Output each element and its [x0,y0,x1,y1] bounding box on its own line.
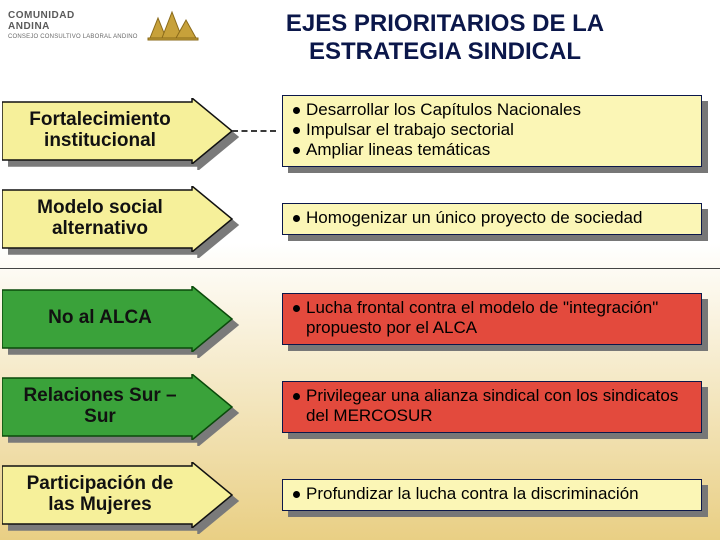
row-no-al-alca: No al ALCA Lucha frontal contra el modelo… [0,280,720,358]
bullets-box-no-al-alca: Lucha frontal contra el modelo de "integ… [282,293,702,345]
arrow-label-modelo-social: Modelo social alternativo [10,186,190,252]
bullet-item: Lucha frontal contra el modelo de "integ… [293,298,691,338]
bullet-item: Profundizar la lucha contra la discrimin… [293,484,691,504]
org-line1: COMUNIDAD [8,10,138,21]
arrow-label-no-al-alca: No al ALCA [10,286,190,352]
org-text: COMUNIDAD ANDINA CONSEJO CONSULTIVO LABO… [8,10,138,41]
bullet-text: Lucha frontal contra el modelo de "integ… [306,298,691,338]
arrow-label-fortalecimiento: Fortalecimiento institucional [10,98,190,164]
bullet-dot-icon [293,491,300,498]
bullet-dot-icon [293,147,300,154]
bullet-dot-icon [293,393,300,400]
section-divider [0,268,720,269]
arrow-no-al-alca: No al ALCA [2,286,234,352]
title-line2: ESTRATEGIA SINDICAL [309,38,581,65]
connector-line [232,130,276,132]
bullet-item: Ampliar lineas temáticas [293,140,691,160]
bullet-dot-icon [293,127,300,134]
bullet-text: Desarrollar los Capítulos Nacionales [306,100,691,120]
bullets-box-fortalecimiento: Desarrollar los Capítulos NacionalesImpu… [282,95,702,167]
bullet-item: Desarrollar los Capítulos Nacionales [293,100,691,120]
rows-container: Fortalecimiento institucional Desarrollar… [0,92,720,534]
row-fortalecimiento: Fortalecimiento institucional Desarrollar… [0,92,720,170]
arrow-sur-sur: Relaciones Sur – Sur [2,374,234,440]
slide-title: EJES PRIORITARIOS DE LA ESTRATEGIA SINDI… [200,10,690,65]
row-mujeres: Participación de las Mujeres Profundizar … [0,456,720,534]
bullet-dot-icon [293,107,300,114]
bullets-box-modelo-social: Homogenizar un único proyecto de socieda… [282,203,702,235]
title-line1: EJES PRIORITARIOS DE LA [286,10,604,37]
bullet-text: Profundizar la lucha contra la discrimin… [306,484,691,504]
bullet-item: Impulsar el trabajo sectorial [293,120,691,140]
bullet-item: Homogenizar un único proyecto de socieda… [293,208,691,228]
bullets-box-sur-sur: Privilegear una alianza sindical con los… [282,381,702,433]
arrow-modelo-social: Modelo social alternativo [2,186,234,252]
bullet-text: Privilegear una alianza sindical con los… [306,386,691,426]
bullet-item: Privilegear una alianza sindical con los… [293,386,691,426]
bullet-dot-icon [293,215,300,222]
row-sur-sur: Relaciones Sur – Sur Privilegear una alia… [0,368,720,446]
arrow-fortalecimiento: Fortalecimiento institucional [2,98,234,164]
arrow-label-mujeres: Participación de las Mujeres [10,462,190,528]
bullet-text: Homogenizar un único proyecto de socieda… [306,208,691,228]
org-sub: CONSEJO CONSULTIVO LABORAL ANDINO [8,34,138,41]
org-line2: ANDINA [8,21,138,32]
bullets-box-mujeres: Profundizar la lucha contra la discrimin… [282,479,702,511]
bullet-dot-icon [293,305,300,312]
arrow-mujeres: Participación de las Mujeres [2,462,234,528]
arrow-label-sur-sur: Relaciones Sur – Sur [10,374,190,440]
bullet-text: Ampliar lineas temáticas [306,140,691,160]
row-modelo-social: Modelo social alternativo Homogenizar un … [0,180,720,258]
bullet-text: Impulsar el trabajo sectorial [306,120,691,140]
andina-logo-icon [146,8,202,42]
header: COMUNIDAD ANDINA CONSEJO CONSULTIVO LABO… [8,8,202,42]
